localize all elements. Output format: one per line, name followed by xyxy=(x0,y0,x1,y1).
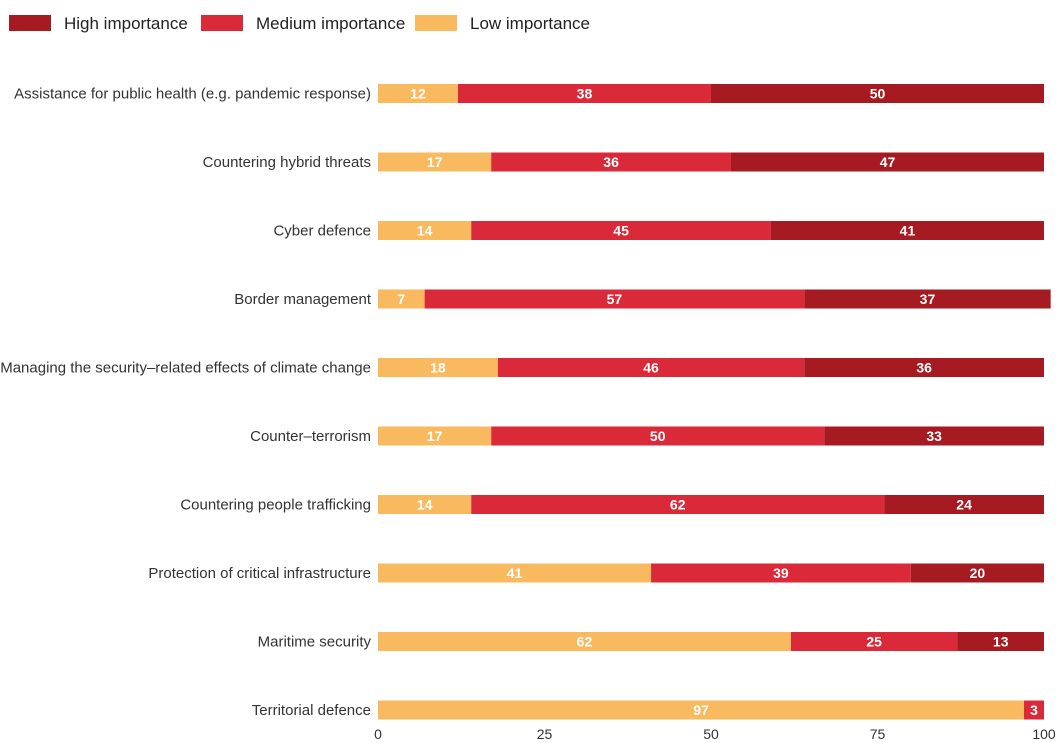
bar-segment-low-importance xyxy=(378,563,652,583)
bar-segment-high-importance xyxy=(730,152,1044,172)
bar-segment-medium-importance xyxy=(1024,700,1044,720)
bar-row: 41 39 20 xyxy=(378,563,1044,583)
bar-row: 62 25 13 xyxy=(378,632,1044,651)
bar-segment-high-importance xyxy=(884,495,1044,514)
data-label: 41 xyxy=(507,565,523,581)
data-label: 38 xyxy=(577,86,593,102)
x-tick-label: 0 xyxy=(374,726,382,742)
data-label: 36 xyxy=(603,154,619,170)
category-label: Countering people trafficking xyxy=(180,497,371,514)
x-tick-label: 100 xyxy=(1032,726,1056,742)
bar-segment-low-importance xyxy=(378,152,492,172)
data-label: 7 xyxy=(397,291,405,307)
legend-label: High importance xyxy=(64,14,188,33)
data-label: 18 xyxy=(430,360,446,376)
data-label: 13 xyxy=(993,634,1009,650)
bar-segment-low-importance xyxy=(378,358,498,377)
bar-row: 12 38 50 xyxy=(378,84,1044,103)
category-label: Territorial defence xyxy=(252,702,371,719)
category-label: Countering hybrid threats xyxy=(203,154,371,171)
category-label: Managing the security–related effects of… xyxy=(0,360,371,377)
legend-item-medium-importance: Medium importance xyxy=(201,14,405,33)
data-label: 36 xyxy=(916,360,932,376)
data-label: 50 xyxy=(650,428,666,444)
bar-row: 97 3 xyxy=(378,700,1044,720)
bar-segment-medium-importance xyxy=(497,358,805,377)
legend-item-low-importance: Low importance xyxy=(415,14,590,33)
category-labels: Assistance for public health (e.g. pande… xyxy=(0,86,372,720)
bar-segment-medium-importance xyxy=(651,563,911,583)
data-label: 41 xyxy=(900,223,916,239)
bar-row: 14 45 41 xyxy=(378,221,1044,240)
data-label: 17 xyxy=(427,154,443,170)
category-label: Border management xyxy=(234,291,372,308)
category-label: Maritime security xyxy=(258,634,372,651)
data-label: 14 xyxy=(417,223,433,239)
category-label: Counter–terrorism xyxy=(250,428,371,445)
bar-segment-low-importance xyxy=(378,426,492,446)
data-label: 62 xyxy=(670,497,686,513)
data-label: 50 xyxy=(870,86,886,102)
bar-segment-high-importance xyxy=(770,221,1044,240)
bar-segment-medium-importance xyxy=(471,221,771,240)
legend-label: Medium importance xyxy=(256,14,405,33)
x-axis: 0 25 50 75 100 xyxy=(374,726,1056,742)
x-tick-label: 25 xyxy=(537,726,553,742)
legend-swatch xyxy=(9,15,51,31)
bar-segment-high-importance xyxy=(804,289,1051,309)
data-label: 37 xyxy=(920,291,936,307)
bar-segment-high-importance xyxy=(824,426,1044,446)
data-label: 46 xyxy=(643,360,659,376)
x-tick-label: 75 xyxy=(870,726,886,742)
legend: High importance Medium importance Low impo… xyxy=(9,14,590,33)
data-label: 33 xyxy=(926,428,942,444)
data-label: 17 xyxy=(427,428,443,444)
data-label: 47 xyxy=(880,154,896,170)
bar-segment-high-importance xyxy=(804,358,1044,377)
bar-row: 14 62 24 xyxy=(378,495,1044,514)
data-label: 97 xyxy=(693,702,709,718)
legend-swatch xyxy=(415,15,457,31)
data-label: 3 xyxy=(1030,702,1038,718)
category-label: Assistance for public health (e.g. pande… xyxy=(14,86,371,103)
bar-segment-medium-importance xyxy=(424,289,805,309)
data-label: 62 xyxy=(577,634,593,650)
data-label: 57 xyxy=(607,291,623,307)
bar-row: 17 50 33 xyxy=(378,426,1044,446)
bar-row: 18 46 36 xyxy=(378,358,1044,377)
bar-segment-low-importance xyxy=(378,700,1025,720)
category-label: Cyber defence xyxy=(273,223,371,240)
legend-item-high-importance: High importance xyxy=(9,14,188,33)
data-label: 20 xyxy=(970,565,986,581)
bar-segment-medium-importance xyxy=(471,495,885,514)
data-label: 24 xyxy=(956,497,972,513)
bar-row: 17 36 47 xyxy=(378,152,1044,172)
legend-swatch xyxy=(201,15,243,31)
data-label: 25 xyxy=(866,634,882,650)
bar-segment-low-importance xyxy=(378,289,425,309)
data-label: 39 xyxy=(773,565,789,581)
legend-label: Low importance xyxy=(470,14,590,33)
bar-segment-low-importance xyxy=(378,84,458,103)
bar-row: 7 57 37 xyxy=(378,289,1051,309)
bar-segment-medium-importance xyxy=(491,426,825,446)
bar-segment-medium-importance xyxy=(457,84,711,103)
bar-segment-medium-importance xyxy=(790,632,958,651)
bar-segment-low-importance xyxy=(378,632,791,651)
bar-segment-high-importance xyxy=(910,563,1044,583)
bar-segment-medium-importance xyxy=(491,152,731,172)
bar-segment-high-importance xyxy=(711,84,1044,103)
bar-segment-low-importance xyxy=(378,221,472,240)
data-label: 14 xyxy=(417,497,433,513)
bar-segment-low-importance xyxy=(378,495,472,514)
bar-segment-high-importance xyxy=(957,632,1044,651)
data-label: 45 xyxy=(613,223,629,239)
x-tick-label: 50 xyxy=(703,726,719,742)
data-label: 12 xyxy=(410,86,426,102)
bars-area: 12 38 50 17 36 47 14 45 41 7 57 37 18 46 36 17 50 33 14 62 2… xyxy=(378,84,1051,720)
category-label: Protection of critical infrastructure xyxy=(148,565,371,582)
